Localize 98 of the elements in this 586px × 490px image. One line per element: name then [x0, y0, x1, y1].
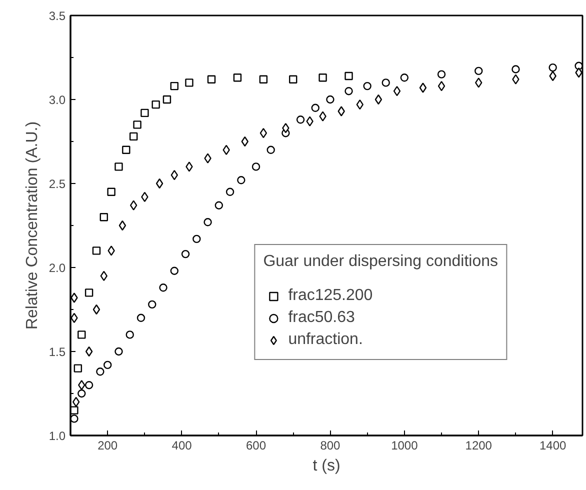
point — [126, 330, 134, 339]
x-tick-label: 200 — [98, 438, 118, 452]
y-axis-title: Relative Concentration (A.U.) — [24, 121, 41, 330]
point — [438, 80, 446, 92]
y-tick-label: 2.0 — [48, 261, 66, 275]
x-tick-label: 400 — [172, 438, 192, 452]
x-tick-label: 1400 — [539, 438, 566, 452]
point — [185, 78, 194, 87]
point — [344, 72, 353, 80]
point — [136, 314, 146, 322]
point — [92, 246, 101, 255]
point — [474, 66, 483, 76]
point — [512, 74, 520, 84]
point — [214, 201, 224, 210]
point — [548, 63, 557, 72]
point — [130, 200, 138, 210]
point — [156, 178, 164, 189]
point — [222, 144, 230, 155]
point — [374, 94, 382, 105]
point — [72, 396, 80, 407]
point — [70, 406, 78, 414]
point — [92, 304, 100, 315]
x-tick-label: 1000 — [391, 438, 418, 452]
point — [152, 100, 160, 109]
point — [204, 218, 212, 226]
point — [181, 250, 190, 258]
y-tick-label: 2.5 — [48, 177, 66, 191]
point — [204, 153, 212, 164]
point — [574, 62, 582, 70]
point — [289, 75, 298, 84]
point — [133, 120, 142, 129]
point — [140, 108, 149, 118]
point — [400, 74, 409, 82]
legend-title: Guar under dispersing conditions — [263, 253, 498, 271]
point — [363, 82, 372, 90]
point — [170, 82, 178, 90]
point — [129, 132, 138, 141]
point — [338, 106, 345, 116]
x-tick-label: 600 — [246, 438, 266, 452]
point — [70, 312, 78, 323]
x-axis-title: t (s) — [312, 458, 340, 474]
point — [78, 330, 86, 339]
point — [118, 220, 126, 231]
point — [85, 346, 93, 357]
point — [393, 86, 401, 96]
point — [162, 95, 172, 104]
point — [318, 74, 327, 82]
point — [575, 68, 582, 78]
point — [512, 65, 520, 74]
point — [192, 234, 201, 244]
point — [260, 128, 268, 138]
point — [311, 104, 320, 112]
point — [100, 270, 108, 281]
point — [114, 162, 123, 171]
point — [70, 292, 78, 303]
point — [437, 70, 446, 78]
point — [170, 170, 178, 180]
point — [159, 284, 168, 292]
point — [259, 75, 268, 84]
point — [104, 360, 112, 370]
x-tick-label: 1200 — [465, 438, 492, 452]
point — [296, 116, 305, 124]
legend-label: unfraction. — [288, 330, 363, 350]
y-tick-label: 1.5 — [48, 345, 66, 359]
point — [78, 389, 86, 398]
point — [122, 146, 130, 154]
point — [114, 347, 123, 356]
legend-label: frac125.200 — [288, 286, 373, 306]
point — [70, 414, 78, 423]
point — [306, 116, 314, 126]
point — [170, 266, 178, 275]
x-tick-label: 800 — [320, 438, 341, 452]
point — [84, 381, 94, 390]
point — [100, 213, 108, 222]
point — [326, 95, 334, 104]
point — [186, 162, 193, 172]
point — [382, 78, 390, 87]
legend-label: frac50.63 — [288, 308, 355, 328]
point — [108, 246, 115, 256]
point — [475, 78, 482, 88]
point — [252, 162, 260, 171]
point — [207, 75, 216, 84]
y-tick-label: 1.0 — [48, 429, 66, 443]
point — [344, 87, 353, 96]
point — [74, 364, 82, 372]
point — [319, 111, 326, 122]
point — [84, 288, 94, 297]
point — [96, 368, 104, 376]
point — [226, 188, 234, 196]
point — [78, 380, 86, 390]
point — [233, 74, 242, 82]
point — [266, 146, 275, 154]
y-tick-label: 3.5 — [48, 9, 66, 23]
point — [148, 300, 156, 309]
point — [107, 188, 116, 196]
point — [237, 176, 246, 184]
point — [419, 82, 427, 93]
y-tick-label: 3.0 — [48, 93, 66, 107]
